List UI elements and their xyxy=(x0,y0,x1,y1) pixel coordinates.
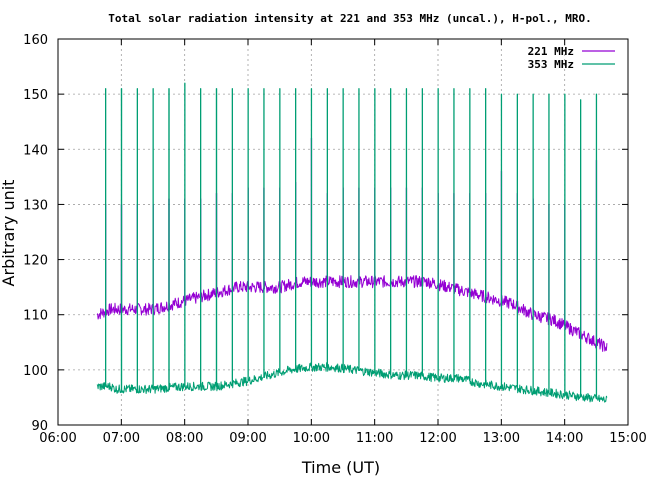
y-tick-label: 150 xyxy=(23,88,48,103)
x-tick-label: 12:00 xyxy=(419,431,456,446)
y-tick-label: 130 xyxy=(23,198,48,213)
series-line-221-mhz xyxy=(96,137,608,352)
x-tick-label: 14:00 xyxy=(546,431,583,446)
x-tick-label: 11:00 xyxy=(356,431,393,446)
x-tick-label: 15:00 xyxy=(609,431,646,446)
legend-label: 353 MHz xyxy=(528,58,574,71)
x-axis: 06:00 07:00 08:00 09:00 10:00 11:00 12:00 13:00… xyxy=(39,39,647,446)
x-tick-label: 08:00 xyxy=(166,431,203,446)
x-tick-label: 13:00 xyxy=(483,431,520,446)
y-tick-label: 120 xyxy=(23,254,48,269)
y-tick-label: 160 xyxy=(23,33,48,48)
legend-label: 221 MHz xyxy=(528,45,574,58)
y-tick-label: 100 xyxy=(23,364,48,379)
y-tick-label: 110 xyxy=(23,309,48,324)
x-tick-label: 07:00 xyxy=(103,431,140,446)
x-tick-label: 06:00 xyxy=(39,431,76,446)
plot-frame xyxy=(57,38,629,426)
y-axis-label: Arbitrary unit xyxy=(0,180,18,287)
x-axis-label: Time (UT) xyxy=(301,458,380,477)
y-tick-label: 140 xyxy=(23,143,48,158)
series-layer xyxy=(96,82,608,403)
x-tick-label: 10:00 xyxy=(293,431,330,446)
chart-title: Total solar radiation intensity at 221 a… xyxy=(108,12,591,25)
series-line-353-mhz xyxy=(96,82,608,403)
y-tick-label: 90 xyxy=(31,419,48,434)
x-tick-label: 09:00 xyxy=(229,431,266,446)
y-axis: 90 100 110 120 130 140 150 160 xyxy=(23,33,628,434)
